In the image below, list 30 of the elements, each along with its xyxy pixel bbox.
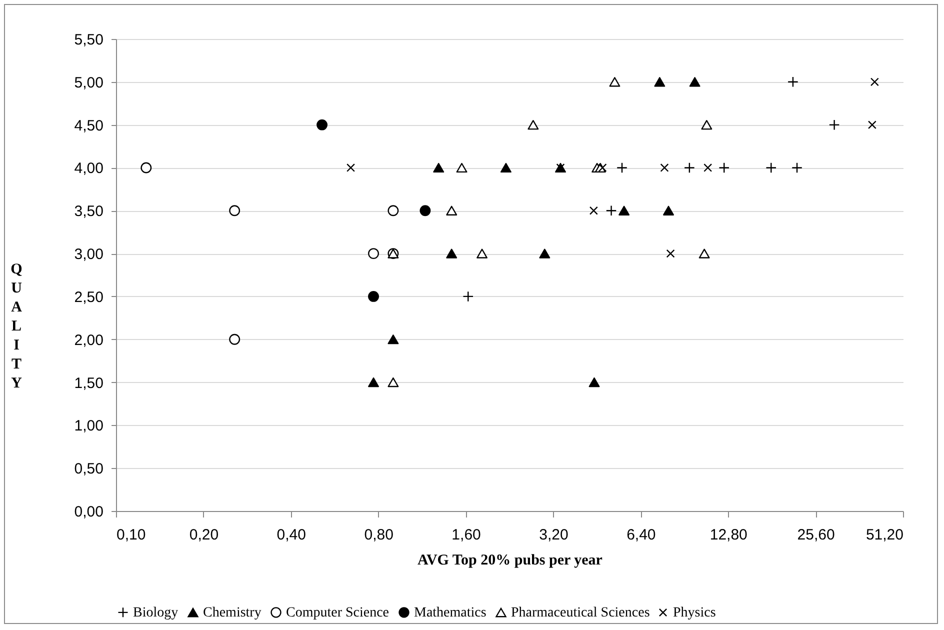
- legend-label: Computer Science: [286, 605, 390, 620]
- y-tick-label: 0,00: [74, 504, 104, 520]
- y-tick-label: 2,50: [74, 288, 104, 306]
- y-tick-label: 3,00: [74, 246, 104, 264]
- y-tick-label: 5,00: [74, 74, 104, 92]
- legend-label: Biology: [133, 605, 178, 620]
- x-tick-label: 25,60: [797, 526, 835, 544]
- y-tick-label: 0,50: [74, 460, 104, 478]
- legend-label: Chemistry: [203, 606, 262, 620]
- y-tick-label: 4,50: [74, 117, 104, 134]
- x-tick-label: 51,20: [866, 526, 904, 544]
- legend-label: Physics: [673, 606, 716, 620]
- legend-label: Pharmaceutical Sciences: [511, 606, 650, 620]
- y-tick-label: 2,00: [74, 332, 104, 349]
- x-tick-label: 3,20: [539, 526, 568, 544]
- y-tick-label: 1,00: [74, 418, 104, 435]
- y-tick-label: 5,50: [74, 32, 104, 48]
- x-tick-label: 6,40: [626, 526, 656, 544]
- x-tick-label: 0,20: [189, 526, 219, 544]
- x-tick-label: 0,40: [276, 526, 306, 544]
- x-axis-title: AVG Top 20% pubs per year: [418, 552, 603, 568]
- y-tick-label: 4,00: [74, 160, 104, 178]
- x-tick-label: 0,80: [364, 526, 394, 544]
- legend-label: Mathematics: [414, 605, 486, 620]
- y-tick-label: 3,50: [74, 203, 104, 220]
- y-axis-title: QUALITY: [10, 262, 23, 392]
- x-tick-label: 12,80: [710, 526, 748, 544]
- x-tick-label: 1,60: [452, 526, 481, 544]
- y-tick-label: 1,50: [74, 374, 104, 392]
- x-tick-label: 0,10: [116, 526, 146, 544]
